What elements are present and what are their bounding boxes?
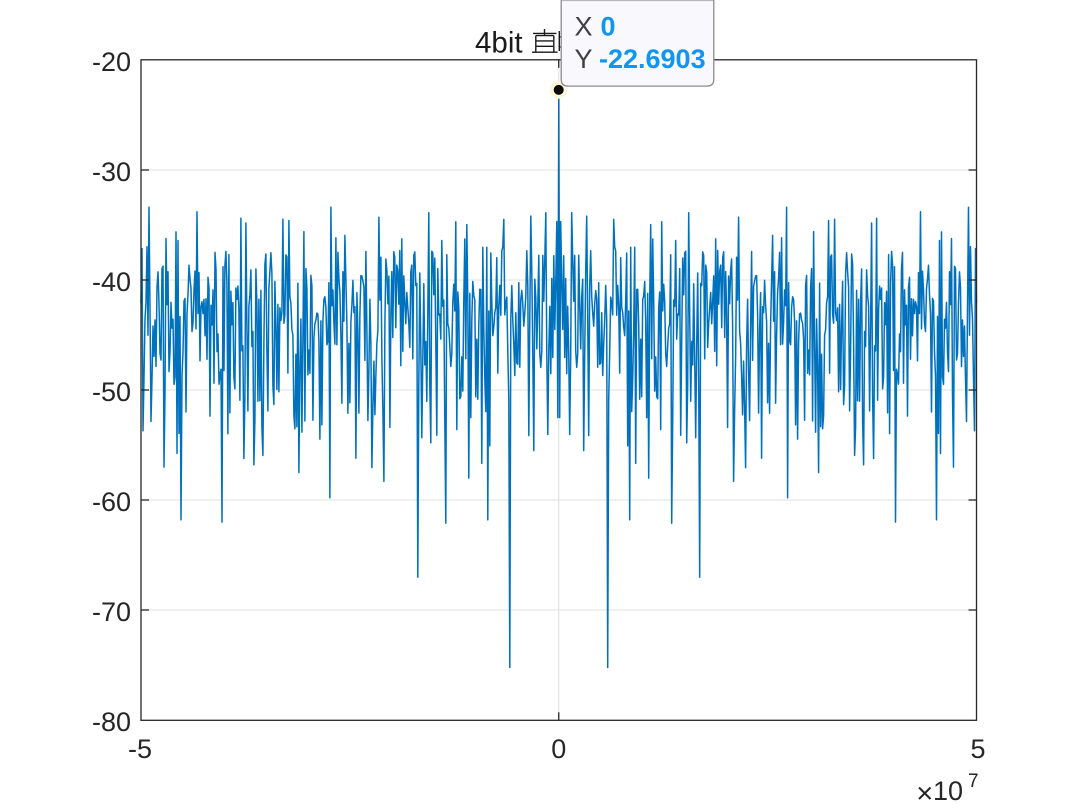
svg-text:0: 0 <box>551 734 566 764</box>
svg-text:7: 7 <box>968 771 979 792</box>
svg-text:-22.6903: -22.6903 <box>599 44 706 74</box>
svg-text:-50: -50 <box>92 377 131 407</box>
svg-text:-5: -5 <box>128 734 152 764</box>
svg-text:-60: -60 <box>92 487 131 517</box>
svg-text:10: 10 <box>933 776 963 806</box>
svg-text:-40: -40 <box>92 267 131 297</box>
svg-text:Y: Y <box>575 44 593 74</box>
svg-text:X: X <box>575 12 593 42</box>
svg-text:0: 0 <box>601 12 616 42</box>
svg-text:-80: -80 <box>92 707 131 737</box>
svg-text:-20: -20 <box>92 47 131 77</box>
svg-text:-70: -70 <box>92 597 131 627</box>
svg-text:-30: -30 <box>92 157 131 187</box>
svg-text:4bit: 4bit <box>475 27 523 60</box>
svg-text:5: 5 <box>970 734 985 764</box>
